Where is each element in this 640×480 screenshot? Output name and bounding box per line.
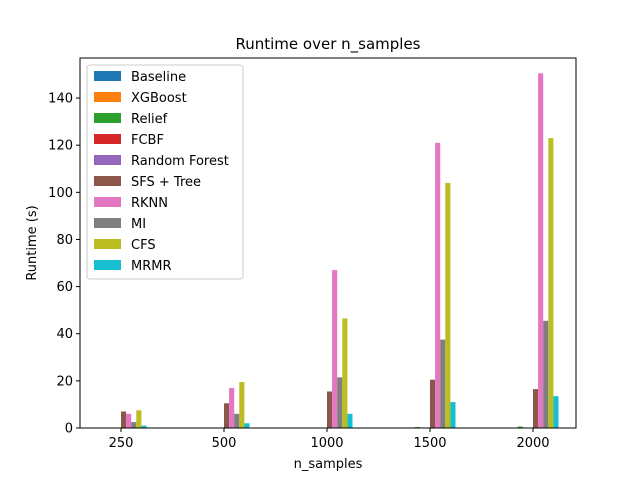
legend-swatch [94, 113, 121, 123]
bar-sfs-tree-500 [224, 403, 230, 428]
bars-group [121, 73, 559, 428]
bar-rknn-250 [126, 413, 132, 428]
legend-swatch [94, 197, 121, 207]
bar-rknn-2000 [538, 73, 544, 428]
legend-label: XGBoost [131, 91, 187, 106]
bar-cfs-2000 [548, 138, 554, 428]
legend-swatch [94, 239, 121, 249]
y-tick-label: 60 [56, 280, 73, 295]
y-tick-label: 100 [48, 186, 73, 201]
y-axis: 0 20 40 60 80 100 120 140 [48, 92, 80, 437]
legend-label: RKNN [131, 196, 168, 211]
bar-sfs-tree-1000 [327, 391, 333, 428]
bar-mi-1500 [440, 339, 446, 428]
bar-rknn-500 [229, 387, 235, 428]
y-tick-label: 120 [48, 139, 73, 154]
x-tick-label: 500 [212, 436, 237, 451]
x-tick-label: 250 [109, 436, 134, 451]
x-axis: 250 500 1000 1500 2000 [109, 428, 550, 451]
bar-cfs-1500 [445, 182, 451, 428]
bar-cfs-1000 [342, 318, 348, 428]
legend-label: FCBF [131, 133, 164, 148]
legend-swatch [94, 218, 121, 228]
bar-relief-2000 [517, 426, 523, 428]
legend-swatch [94, 92, 121, 102]
legend-label: Relief [131, 112, 168, 127]
bar-mi-250 [131, 422, 137, 428]
chart-title: Runtime over n_samples [236, 35, 421, 54]
legend: Baseline XGBoost Relief FCBF Random Forest SF… [86, 64, 244, 280]
legend-swatch [94, 155, 121, 165]
bar-cfs-500 [239, 382, 245, 428]
y-axis-title: Runtime (s) [25, 205, 40, 280]
bar-mi-1000 [337, 377, 343, 428]
x-tick-label: 1000 [310, 436, 343, 451]
y-tick-label: 40 [56, 327, 73, 342]
y-tick-label: 0 [65, 422, 73, 437]
bar-mrmr-1000 [347, 413, 353, 428]
bar-mi-2000 [543, 320, 549, 428]
legend-label: SFS + Tree [131, 175, 201, 190]
bar-rknn-1500 [435, 142, 441, 428]
legend-swatch [94, 176, 121, 186]
legend-swatch [94, 134, 121, 144]
bar-rknn-1000 [332, 270, 338, 428]
legend-swatch [94, 260, 121, 270]
bar-mrmr-500 [244, 423, 250, 428]
bar-sfs-tree-2000 [533, 389, 539, 428]
bar-mrmr-250 [141, 425, 147, 428]
x-axis-title: n_samples [294, 457, 363, 472]
x-tick-label: 1500 [413, 436, 446, 451]
y-tick-label: 20 [56, 374, 73, 389]
y-tick-label: 80 [56, 233, 73, 248]
bar-cfs-250 [136, 410, 142, 428]
legend-label: Baseline [131, 70, 186, 85]
bar-mrmr-2000 [553, 396, 559, 428]
legend-frame [86, 64, 244, 280]
legend-label: MRMR [131, 259, 172, 274]
bar-sfs-tree-250 [121, 411, 127, 428]
legend-swatch [94, 71, 121, 81]
legend-label: CFS [131, 238, 156, 253]
bar-mi-500 [234, 413, 240, 428]
legend-label: MI [131, 217, 146, 232]
bar-mrmr-1500 [450, 402, 456, 428]
bar-sfs-tree-1500 [430, 379, 436, 428]
y-tick-label: 140 [48, 92, 73, 107]
plot-frame [79, 57, 577, 429]
legend-label: Random Forest [131, 154, 229, 169]
x-tick-label: 2000 [516, 436, 549, 451]
